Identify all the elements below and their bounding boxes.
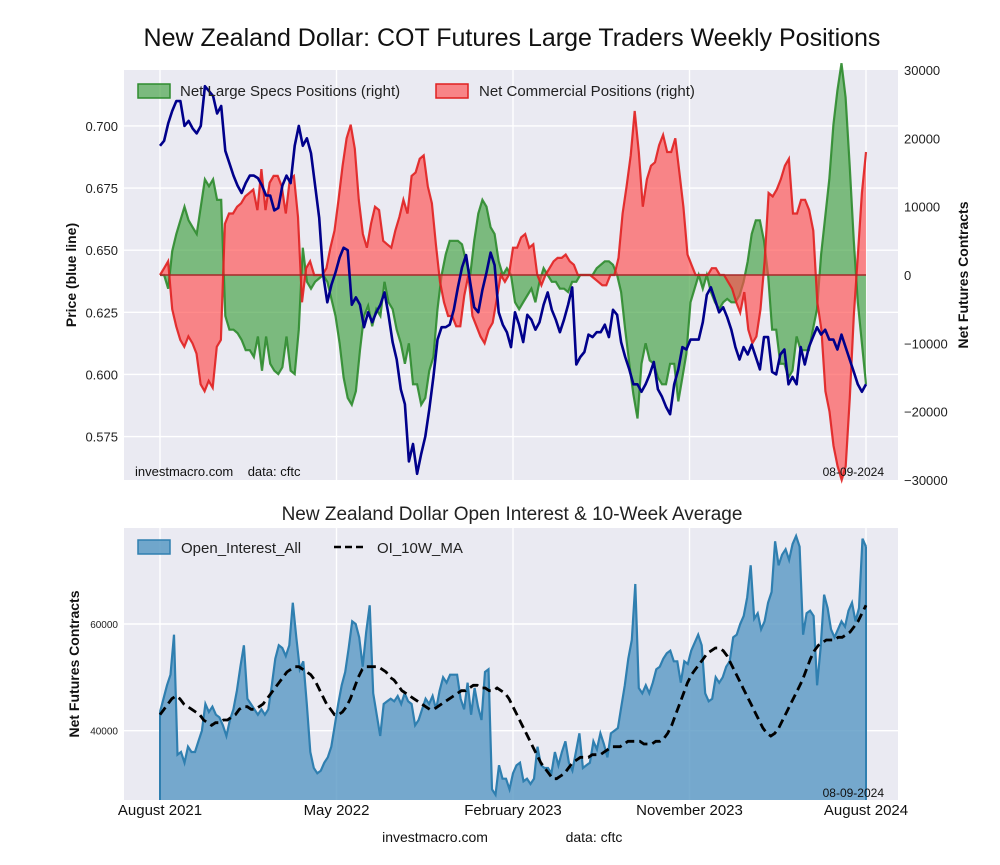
legend-specs-swatch	[137, 83, 171, 99]
net-contracts-tick-label: 20000	[904, 131, 940, 146]
open-interest-axis-label: Net Futures Contracts	[66, 590, 82, 737]
net-contracts-tick-label: 0	[904, 268, 911, 283]
open-interest-panel: New Zealand Dollar Open Interest & 10-We…	[66, 504, 908, 819]
date-tick-label: August 2024	[824, 802, 908, 819]
net-contracts-tick-label: −10000	[904, 336, 948, 351]
price-tick-label: 0.700	[85, 119, 118, 134]
price-line	[158, 84, 868, 476]
ma-line	[158, 604, 868, 781]
commercial-area-edge	[159, 110, 868, 484]
date-tick-label: May 2022	[304, 802, 370, 819]
net-contracts-tick-label: −20000	[904, 405, 948, 420]
legend-comm-swatch	[435, 83, 469, 99]
open-interest-title: New Zealand Dollar Open Interest & 10-We…	[282, 504, 743, 525]
open-interest-axis: 60000 40000	[90, 620, 118, 738]
top-watermark-right: 08-09-2024	[823, 465, 885, 479]
footer-data: data: cftc	[566, 829, 623, 845]
main-title: New Zealand Dollar: COT Futures Large Tr…	[144, 24, 881, 52]
positions-legend[interactable]: Net Large Specs Positions (right) Net Co…	[137, 83, 695, 100]
legend-ma-label: OI_10W_MA	[377, 540, 463, 557]
price-axis-label: Price (blue line)	[63, 223, 79, 327]
net-contracts-tick-label: 30000	[904, 63, 940, 78]
net-contracts-axis: 30000 20000 10000 0 −10000 −20000 −30000	[904, 63, 948, 488]
price-tick-label: 0.675	[85, 181, 118, 196]
legend-oi-label: Open_Interest_All	[181, 540, 301, 557]
specs-area-edge	[160, 63, 868, 419]
legend-comm-label: Net Commercial Positions (right)	[479, 83, 695, 100]
footer-site: investmacro.com	[382, 829, 488, 845]
positions-panel: 0.700 0.675 0.650 0.625 0.600 0.575 30000 2000…	[63, 63, 971, 488]
price-axis: 0.700 0.675 0.650 0.625 0.600 0.575	[85, 119, 118, 445]
open-interest-areas	[158, 532, 868, 800]
price-line-group	[158, 84, 868, 476]
price-tick-label: 0.575	[85, 430, 118, 445]
date-tick-label: August 2021	[118, 802, 202, 819]
open-interest-edge	[158, 532, 868, 798]
net-contracts-axis-label: Net Futures Contracts	[955, 201, 971, 348]
date-axis: August 2021 May 2022 February 2023 November…	[118, 802, 908, 819]
positions-areas	[159, 63, 868, 484]
price-tick-label: 0.650	[85, 243, 118, 258]
open-interest-tick-label: 40000	[90, 727, 118, 738]
top-watermark-left: investmacro.com data: cftc	[135, 464, 301, 479]
price-tick-label: 0.600	[85, 367, 118, 382]
open-interest-tick-label: 60000	[90, 620, 118, 631]
open-interest-legend[interactable]: Open_Interest_All OI_10W_MA	[137, 539, 463, 557]
net-contracts-tick-label: −30000	[904, 473, 948, 488]
legend-oi-swatch	[137, 539, 171, 555]
net-contracts-tick-label: 10000	[904, 200, 940, 215]
price-tick-label: 0.625	[85, 305, 118, 320]
bottom-watermark-right: 08-09-2024	[823, 786, 885, 800]
legend-specs-label: Net Large Specs Positions (right)	[180, 83, 400, 100]
date-tick-label: November 2023	[636, 802, 743, 819]
open-interest-area	[160, 536, 866, 800]
date-tick-label: February 2023	[464, 802, 562, 819]
